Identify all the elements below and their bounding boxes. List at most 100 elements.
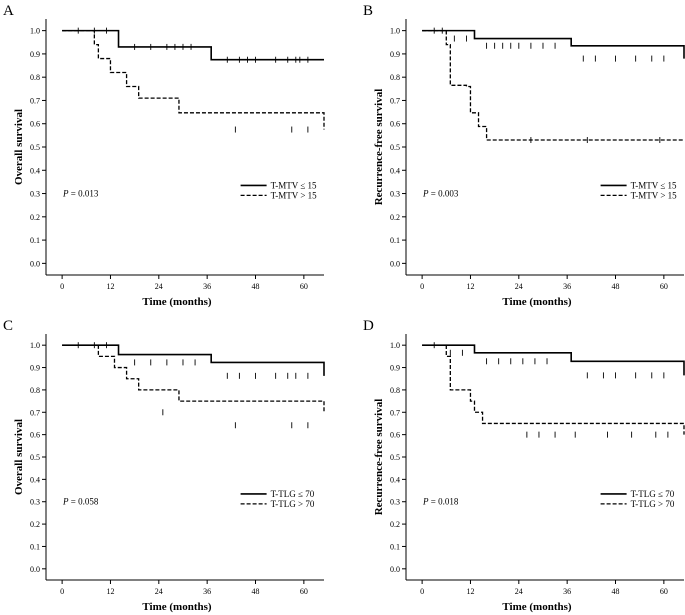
y-tick-label: 0.7 bbox=[390, 408, 400, 417]
survival-curve-high bbox=[422, 29, 684, 141]
y-tick-label: 0.4 bbox=[30, 166, 40, 175]
p-value-text: = 0.058 bbox=[69, 497, 99, 507]
p-value-symbol: P bbox=[62, 189, 69, 199]
y-tick-label: 0.2 bbox=[30, 213, 40, 222]
x-tick-label: 12 bbox=[466, 587, 474, 596]
y-axis-title: Overall survival bbox=[13, 419, 25, 495]
y-tick-label: 0.3 bbox=[390, 190, 400, 199]
x-tick-label: 24 bbox=[515, 587, 523, 596]
y-tick-label: 1.0 bbox=[390, 27, 400, 36]
y-tick-label: 0.4 bbox=[390, 166, 400, 175]
legend-label: T-TLG > 70 bbox=[631, 499, 675, 509]
x-tick-label: 60 bbox=[660, 587, 668, 596]
y-tick-label: 0.1 bbox=[390, 542, 400, 551]
panel-letter: A bbox=[3, 3, 14, 19]
chart-panel-b: B 0.0 0.1 0.2 0.3 0.4 0.5 0.6 0.7 0.8 0.9 1.0 0 12 24 3… bbox=[363, 3, 685, 308]
x-axis-title: Time (months) bbox=[142, 601, 211, 613]
p-value: P = 0.013 bbox=[62, 189, 99, 199]
y-tick-label: 0.9 bbox=[390, 50, 400, 59]
y-tick-label: 0.5 bbox=[30, 453, 40, 462]
y-tick-label: 0.6 bbox=[30, 120, 40, 129]
x-tick-label: 48 bbox=[252, 587, 260, 596]
y-tick-label: 0.4 bbox=[30, 475, 40, 484]
x-tick-label: 36 bbox=[203, 282, 211, 291]
x-tick-label: 36 bbox=[203, 587, 211, 596]
x-tick-label: 36 bbox=[563, 282, 571, 291]
x-tick-label: 48 bbox=[252, 282, 260, 291]
x-tick-label: 36 bbox=[563, 587, 571, 596]
chart-panel-c: C 0.0 0.1 0.2 0.3 0.4 0.5 0.6 0.7 0.8 0.9 1.0 0 12 24 3… bbox=[3, 318, 325, 613]
y-tick-label: 0.6 bbox=[30, 431, 40, 440]
y-tick-label: 0.6 bbox=[390, 120, 400, 129]
chart-panel-d: D 0.0 0.1 0.2 0.3 0.4 0.5 0.6 0.7 0.8 0.9 1.0 0 12 24 3… bbox=[363, 318, 685, 613]
y-tick-label: 0.3 bbox=[390, 498, 400, 507]
y-tick-label: 1.0 bbox=[30, 27, 40, 36]
p-value-text: = 0.018 bbox=[429, 497, 459, 507]
y-tick-label: 0.9 bbox=[30, 364, 40, 373]
y-tick-label: 0.2 bbox=[390, 213, 400, 222]
p-value: P = 0.058 bbox=[62, 497, 99, 507]
y-tick-label: 0.9 bbox=[390, 364, 400, 373]
y-tick-label: 0.5 bbox=[30, 143, 40, 152]
x-axis-title: Time (months) bbox=[502, 296, 571, 308]
y-tick-label: 1.0 bbox=[30, 341, 40, 350]
x-tick-label: 60 bbox=[300, 587, 308, 596]
legend-label: T-TLG ≤ 70 bbox=[271, 489, 315, 499]
p-value: P = 0.003 bbox=[422, 189, 459, 199]
y-tick-label: 0.1 bbox=[30, 542, 40, 551]
x-axis-title: Time (months) bbox=[502, 601, 571, 613]
survival-curve-low bbox=[62, 29, 324, 61]
y-tick-label: 0.1 bbox=[390, 236, 400, 245]
legend-label: T-MTV > 15 bbox=[271, 190, 318, 200]
survival-curve-low bbox=[422, 344, 685, 376]
legend-label: T-MTV ≤ 15 bbox=[271, 180, 317, 190]
p-value-symbol: P bbox=[62, 497, 69, 507]
panel-letter: B bbox=[363, 3, 373, 19]
chart-panel-a: A 0.0 0.1 0.2 0.3 0.4 0.5 0.6 0.7 0.8 0.9 1.0 0 12 24 3… bbox=[3, 3, 325, 308]
survival-curve-low bbox=[422, 29, 685, 59]
y-tick-label: 0.1 bbox=[30, 236, 40, 245]
y-tick-label: 0.0 bbox=[390, 565, 400, 574]
y-tick-label: 0.9 bbox=[30, 50, 40, 59]
x-tick-label: 48 bbox=[612, 587, 620, 596]
x-tick-label: 24 bbox=[515, 282, 523, 291]
y-axis-title: Recurrence-free survival bbox=[373, 89, 385, 206]
x-tick-label: 60 bbox=[660, 282, 668, 291]
panel-letter: C bbox=[3, 318, 13, 334]
x-axis-title: Time (months) bbox=[142, 296, 211, 308]
x-tick-label: 24 bbox=[155, 282, 163, 291]
y-axis-title: Overall survival bbox=[13, 109, 25, 185]
legend-label: T-MTV > 15 bbox=[631, 190, 678, 200]
y-tick-label: 1.0 bbox=[390, 341, 400, 350]
y-tick-label: 0.3 bbox=[30, 498, 40, 507]
y-tick-label: 0.5 bbox=[390, 453, 400, 462]
y-tick-label: 0.7 bbox=[30, 96, 40, 105]
x-tick-label: 0 bbox=[60, 282, 64, 291]
survival-curve-high bbox=[422, 344, 685, 435]
legend-label: T-TLG > 70 bbox=[271, 499, 315, 509]
y-tick-label: 0.8 bbox=[390, 386, 400, 395]
y-axis-title: Recurrence-free survival bbox=[373, 399, 385, 516]
x-tick-label: 60 bbox=[300, 282, 308, 291]
survival-curve-high bbox=[62, 344, 325, 413]
y-tick-label: 0.0 bbox=[390, 259, 400, 268]
p-value-symbol: P bbox=[422, 497, 429, 507]
y-tick-label: 0.7 bbox=[390, 96, 400, 105]
p-value-symbol: P bbox=[422, 189, 429, 199]
x-tick-label: 12 bbox=[466, 282, 474, 291]
panel-letter: D bbox=[363, 318, 374, 334]
x-tick-label: 48 bbox=[612, 282, 620, 291]
x-tick-label: 0 bbox=[420, 282, 424, 291]
y-tick-label: 0.2 bbox=[390, 520, 400, 529]
y-tick-label: 0.0 bbox=[30, 565, 40, 574]
x-tick-label: 0 bbox=[60, 587, 64, 596]
legend-label: T-TLG ≤ 70 bbox=[631, 489, 675, 499]
p-value-text: = 0.013 bbox=[69, 189, 99, 199]
y-tick-label: 0.3 bbox=[30, 190, 40, 199]
p-value: P = 0.018 bbox=[422, 497, 459, 507]
survival-curve-high bbox=[62, 29, 325, 130]
y-tick-label: 0.8 bbox=[390, 73, 400, 82]
y-tick-label: 0.8 bbox=[30, 73, 40, 82]
legend-label: T-MTV ≤ 15 bbox=[631, 180, 677, 190]
